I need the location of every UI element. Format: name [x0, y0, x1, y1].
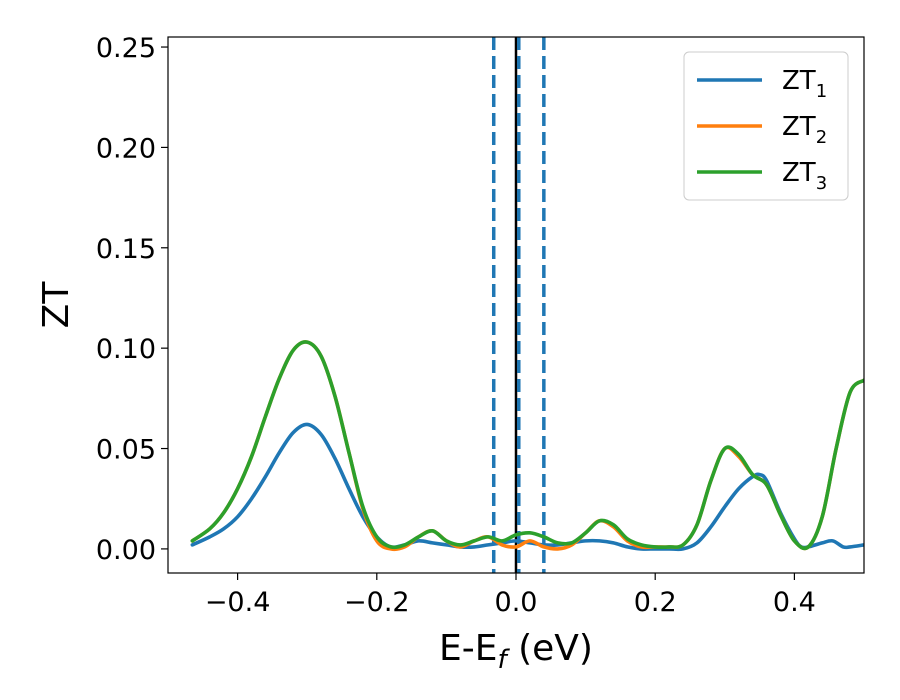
y-tick-label: 0.00 — [96, 535, 156, 566]
y-tick-label: 0.05 — [96, 435, 156, 466]
y-axis-ticks: 0.00 0.05 0.10 0.15 0.20 0.25 — [96, 33, 168, 566]
x-tick-label: −0.4 — [205, 587, 271, 618]
legend-label-subscript: 1 — [816, 81, 827, 102]
legend-box — [683, 51, 849, 201]
y-tick-label: 0.25 — [96, 33, 156, 64]
x-tick-label: 0.4 — [773, 587, 816, 618]
x-axis-ticks: −0.4 −0.2 0.0 0.2 0.4 — [205, 573, 816, 618]
legend-label-zt1: ZT1 — [782, 66, 827, 102]
x-tick-label: 0.2 — [634, 587, 677, 618]
legend-label-name: ZT — [782, 158, 816, 188]
x-tick-label: −0.2 — [344, 587, 410, 618]
y-tick-label: 0.20 — [96, 133, 156, 164]
legend-label-name: ZT — [782, 112, 816, 142]
series-lines — [190, 340, 864, 552]
y-tick-label: 0.15 — [96, 234, 156, 265]
y-axis-label: ZT — [36, 281, 77, 329]
legend-label-subscript: 2 — [816, 127, 827, 148]
y-tick-label: 0.10 — [96, 334, 156, 365]
x-axis-label-unit: (eV) — [507, 628, 593, 669]
legend-label-zt3: ZT3 — [782, 158, 827, 194]
legend-label-name: ZT — [782, 66, 816, 96]
x-tick-label: 0.0 — [495, 587, 538, 618]
legend-label-zt2: ZT2 — [782, 112, 827, 148]
legend-label-subscript: 3 — [816, 173, 827, 194]
series-line-zt3 — [190, 340, 864, 551]
x-axis-label-base: E-E — [439, 628, 497, 669]
reference-lines — [491, 37, 546, 573]
x-axis-label: E-Ef (eV) — [439, 628, 593, 675]
